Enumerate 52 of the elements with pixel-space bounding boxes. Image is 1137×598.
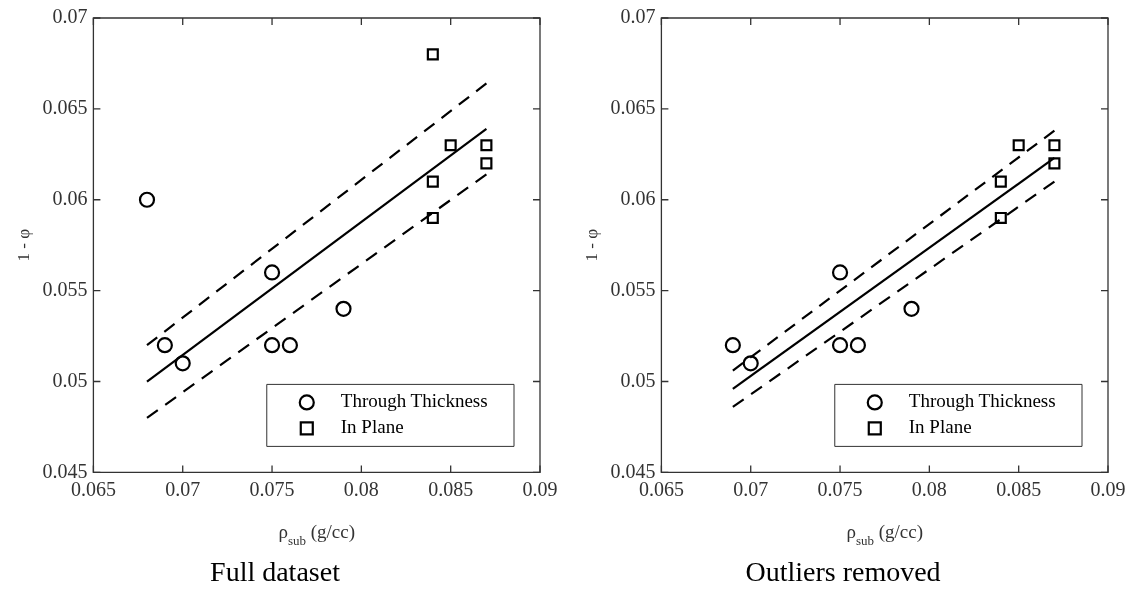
x-tick-label: 0.085 xyxy=(996,477,1042,500)
point xyxy=(335,300,352,317)
point xyxy=(281,337,298,354)
point xyxy=(994,175,1007,188)
y-axis-title: 1 - φ xyxy=(581,228,601,262)
point xyxy=(903,300,920,317)
point xyxy=(426,48,439,61)
y-tick-label: 0.055 xyxy=(610,277,656,300)
point xyxy=(480,139,493,152)
point xyxy=(444,139,457,152)
point xyxy=(426,175,439,188)
legend-label: In Plane xyxy=(340,416,404,438)
point xyxy=(480,157,493,170)
point xyxy=(742,355,759,372)
y-tick-label: 0.07 xyxy=(620,5,656,28)
y-tick-label: 0.05 xyxy=(52,368,88,391)
point xyxy=(1048,139,1061,152)
x-tick-label: 0.08 xyxy=(911,477,947,500)
point xyxy=(724,337,741,354)
y-tick-label: 0.065 xyxy=(610,96,656,119)
point xyxy=(831,337,849,354)
y-tick-label: 0.06 xyxy=(52,187,88,210)
x-tick-label: 0.09 xyxy=(1090,477,1126,500)
y-tick-label: 0.07 xyxy=(52,5,88,28)
y-tick-label: 0.065 xyxy=(42,96,88,119)
text: Full dataset xyxy=(210,555,341,587)
text: Outliers removed xyxy=(745,555,941,587)
x-tick-label: 0.075 xyxy=(249,477,295,500)
point xyxy=(1012,139,1025,152)
y-tick-label: 0.055 xyxy=(42,277,88,300)
y-axis-title: 1 - φ xyxy=(13,228,33,262)
x-tick-label: 0.09 xyxy=(522,477,558,500)
point xyxy=(263,337,281,354)
x-tick-label: 0.085 xyxy=(428,477,474,500)
y-tick-label: 0.05 xyxy=(620,368,656,391)
y-tick-label: 0.06 xyxy=(620,187,656,210)
point xyxy=(426,211,439,224)
point xyxy=(1048,157,1061,170)
point xyxy=(174,355,191,372)
point xyxy=(849,337,866,354)
point xyxy=(831,264,849,281)
x-tick-label: 0.07 xyxy=(733,477,769,500)
point xyxy=(138,191,156,208)
x-tick-label: 0.07 xyxy=(165,477,201,500)
x-tick-label: 0.08 xyxy=(343,477,379,500)
x-tick-label: 0.075 xyxy=(817,477,863,500)
legend-label: Through Thickness xyxy=(908,390,1056,412)
point xyxy=(156,337,173,354)
legend-label: In Plane xyxy=(908,416,972,438)
point xyxy=(263,264,281,281)
legend-label: Through Thickness xyxy=(340,390,488,412)
point xyxy=(994,211,1007,224)
